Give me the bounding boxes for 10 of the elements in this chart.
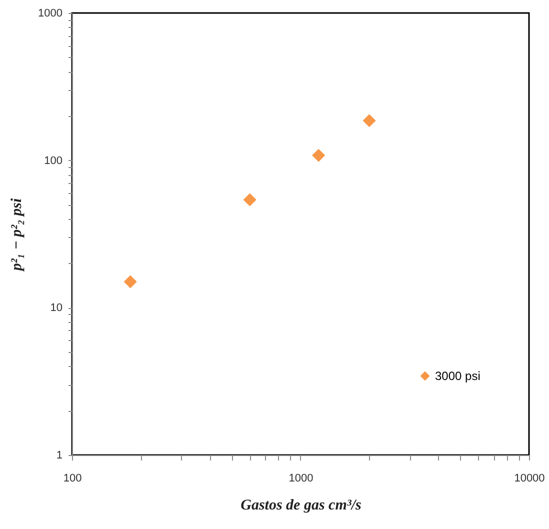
y-tick-label: 100 bbox=[44, 154, 62, 167]
legend-label: 3000 psi bbox=[435, 369, 480, 383]
y-tick-label: 10 bbox=[50, 302, 62, 314]
x-tick-label: 1000 bbox=[288, 472, 314, 484]
y-tick-label: 1000 bbox=[38, 8, 62, 20]
x-tick-label: 10000 bbox=[514, 472, 545, 484]
x-axis-title: Gastos de gas cm³/s bbox=[240, 498, 362, 514]
x-tick-label: 100 bbox=[63, 472, 82, 484]
y-tick-label: 1 bbox=[56, 450, 62, 462]
y-axis-title: p²₁ − p²₂ psi bbox=[9, 198, 26, 273]
